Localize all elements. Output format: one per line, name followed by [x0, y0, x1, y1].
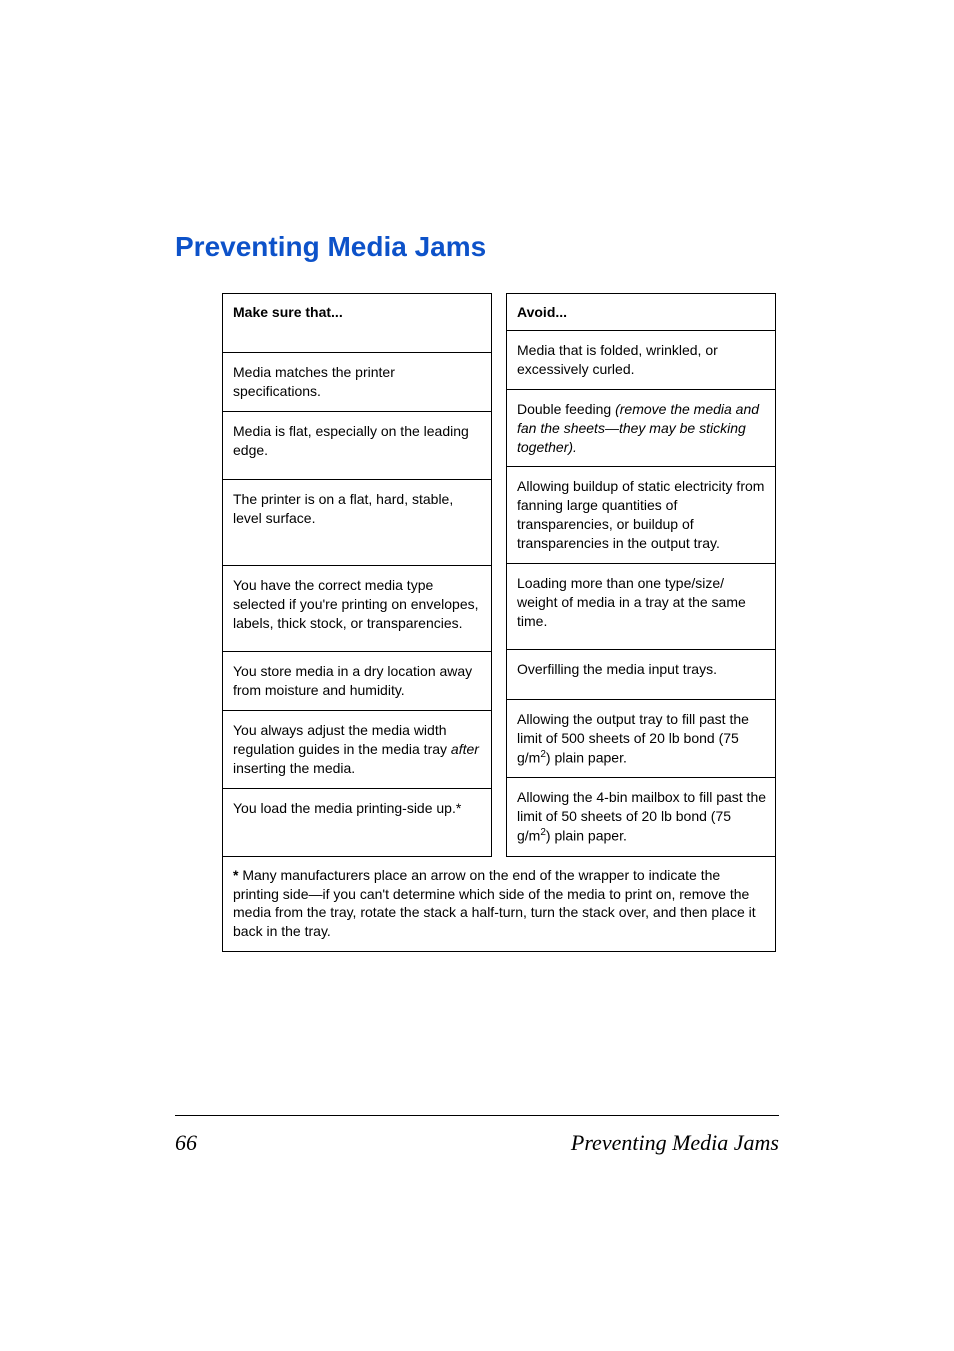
footer-line: 66 Preventing Media Jams [175, 1130, 779, 1156]
cell-text: ) plain paper. [546, 828, 627, 844]
avoid-table: Avoid... Media that is folded, wrinkled,… [506, 293, 776, 857]
avoid-cell: Overfilling the media input trays. [507, 650, 776, 700]
cell-text: ) plain paper. [546, 749, 627, 765]
cell-italic: after [451, 741, 479, 757]
footer-rule [175, 1115, 779, 1116]
make-sure-cell: You load the media printing-side up.* [223, 788, 492, 856]
table-row: You load the media printing-side up.* [223, 788, 492, 856]
make-sure-table: Make sure that... Media matches the prin… [222, 293, 492, 857]
table-row: Allowing buildup of static electricity f… [507, 467, 776, 564]
cell-text: inserting the media. [233, 760, 355, 776]
cell-text: Double feeding [517, 401, 615, 417]
make-sure-cell: You always adjust the media width regula… [223, 711, 492, 789]
footer-title: Preventing Media Jams [571, 1130, 779, 1156]
table-row: Allowing the 4-bin mailbox to fill past … [507, 778, 776, 856]
footnote: * Many manufacturers place an arrow on t… [222, 856, 776, 953]
table-row: You always adjust the media width regula… [223, 711, 492, 789]
avoid-cell: Loading more than one type/size/ weight … [507, 564, 776, 650]
tables-container: Make sure that... Media matches the prin… [222, 293, 776, 857]
make-sure-header: Make sure that... [223, 294, 492, 353]
page: Preventing Media Jams Make sure that... … [0, 0, 954, 1351]
page-footer: 66 Preventing Media Jams [175, 1115, 779, 1156]
table-header-row: Make sure that... [223, 294, 492, 353]
avoid-cell: Double feeding (remove the media and fan… [507, 389, 776, 467]
table-row: The printer is on a flat, hard, stable, … [223, 480, 492, 566]
make-sure-cell: The printer is on a flat, hard, stable, … [223, 480, 492, 566]
table-row: Loading more than one type/size/ weight … [507, 564, 776, 650]
table-row: Media matches the printer specifications… [223, 353, 492, 412]
table-row: Overfilling the media input trays. [507, 650, 776, 700]
make-sure-cell: Media is flat, especially on the leading… [223, 412, 492, 480]
avoid-cell: Allowing the 4-bin mailbox to fill past … [507, 778, 776, 856]
table-row: Allowing the output tray to fill past th… [507, 700, 776, 778]
avoid-cell: Allowing buildup of static electricity f… [507, 467, 776, 564]
table-header-row: Avoid... [507, 294, 776, 331]
page-title: Preventing Media Jams [175, 231, 779, 263]
avoid-cell: Media that is folded, wrinkled, or exces… [507, 331, 776, 390]
avoid-header: Avoid... [507, 294, 776, 331]
table-row: Double feeding (remove the media and fan… [507, 389, 776, 467]
make-sure-cell: You have the correct media type selected… [223, 566, 492, 652]
cell-text: You always adjust the media width regula… [233, 722, 451, 757]
table-row: You store media in a dry location away f… [223, 652, 492, 711]
avoid-cell: Allowing the output tray to fill past th… [507, 700, 776, 778]
make-sure-cell: Media matches the printer specifications… [223, 353, 492, 412]
table-row: Media is flat, especially on the leading… [223, 412, 492, 480]
table-row: You have the correct media type selected… [223, 566, 492, 652]
footnote-text: Many manufacturers place an arrow on the… [233, 867, 756, 940]
table-row: Media that is folded, wrinkled, or exces… [507, 331, 776, 390]
make-sure-cell: You store media in a dry location away f… [223, 652, 492, 711]
page-number: 66 [175, 1130, 197, 1156]
